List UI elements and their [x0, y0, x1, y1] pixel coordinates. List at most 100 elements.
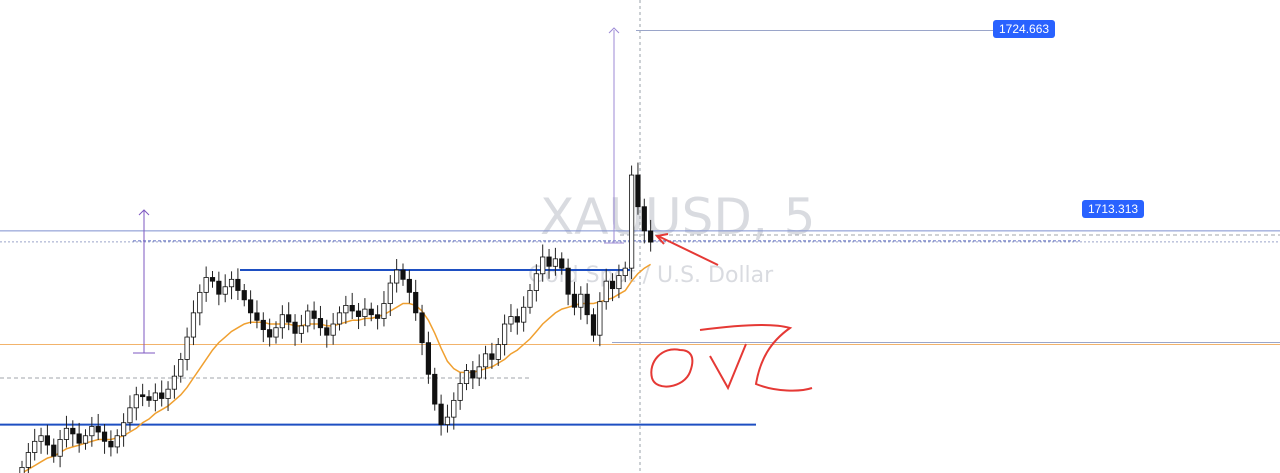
candle [241, 283, 247, 307]
candle [32, 428, 38, 461]
candle [70, 420, 76, 447]
candle-body [311, 310, 317, 319]
candle-body [374, 314, 381, 319]
candle [362, 298, 368, 327]
candle [38, 427, 44, 454]
candle [44, 424, 51, 455]
candle-body [89, 426, 95, 437]
candle-body [629, 174, 635, 269]
candle [495, 337, 501, 366]
candle-body [463, 370, 470, 385]
handwriting-letter-o [650, 348, 694, 388]
candle [457, 372, 463, 410]
candle [101, 424, 108, 454]
candle [374, 305, 381, 330]
candle [178, 352, 184, 383]
candle-body [495, 344, 501, 360]
candle-body [63, 427, 70, 440]
candle [451, 392, 457, 430]
candle [19, 460, 25, 473]
candle [222, 274, 228, 303]
candle-body [609, 280, 616, 290]
candle [508, 304, 514, 333]
candle [51, 438, 57, 463]
candle-body [44, 435, 51, 446]
candle [146, 390, 152, 407]
candle [527, 283, 533, 314]
candle-body [121, 422, 127, 437]
candle [559, 252, 565, 275]
candle [578, 286, 584, 320]
candle-body [51, 444, 57, 457]
candle-body [57, 439, 63, 457]
candle-body [32, 440, 38, 453]
candle [76, 422, 82, 453]
candle-body [508, 316, 514, 325]
candle [629, 165, 635, 280]
candle [597, 292, 603, 347]
measure-left-arrowhead [138, 209, 150, 216]
candle [463, 364, 470, 391]
candle [171, 365, 177, 399]
candle-body [209, 277, 216, 282]
candle-body [400, 269, 406, 280]
candle [108, 430, 114, 457]
candle-body [241, 290, 247, 301]
candle [552, 247, 559, 276]
candle-body [559, 258, 565, 269]
candle-body [425, 342, 432, 375]
candle [197, 284, 203, 326]
candle [419, 304, 425, 356]
candle [489, 342, 495, 369]
candle [470, 361, 476, 390]
candle [165, 381, 171, 411]
red-arrow-shaft [657, 235, 719, 266]
candle-body [254, 312, 260, 321]
candle [648, 219, 654, 252]
candle-body [482, 353, 489, 368]
candle-body [648, 230, 654, 243]
candle-body [82, 435, 89, 444]
candle [381, 291, 387, 327]
candle-body [451, 399, 457, 418]
candle [95, 413, 101, 441]
candle-body [584, 293, 590, 316]
candle-body [622, 267, 628, 277]
candle [57, 429, 63, 468]
candle-body [235, 278, 241, 291]
candle [305, 304, 311, 333]
price-label-target: 1724.663 [993, 20, 1056, 38]
candle-body [603, 280, 609, 303]
candle-body [394, 269, 400, 284]
candle-body [279, 314, 285, 329]
candle [260, 312, 266, 343]
candle-body [521, 306, 527, 323]
candle [82, 429, 89, 450]
candle-body [343, 305, 349, 314]
candle-body [362, 308, 368, 317]
candle [298, 314, 305, 343]
candle [355, 302, 362, 330]
candle-body [540, 256, 546, 275]
candle-body [184, 336, 190, 360]
candle-body [292, 321, 298, 334]
measure-right-arrowhead [608, 27, 620, 34]
candle [228, 271, 235, 300]
candle-body [349, 305, 355, 312]
candle [622, 261, 628, 283]
candle-body [159, 392, 165, 399]
candle [394, 259, 400, 293]
candle-body [432, 373, 438, 405]
candle [590, 308, 597, 342]
candle [190, 300, 197, 346]
candle [273, 321, 279, 344]
candle-body [501, 323, 508, 345]
candle-body [95, 426, 101, 433]
candle-body [514, 316, 520, 323]
candle [609, 273, 616, 302]
candle [121, 413, 127, 447]
candle-body [419, 312, 425, 344]
candle [89, 416, 95, 447]
candle [413, 279, 419, 321]
